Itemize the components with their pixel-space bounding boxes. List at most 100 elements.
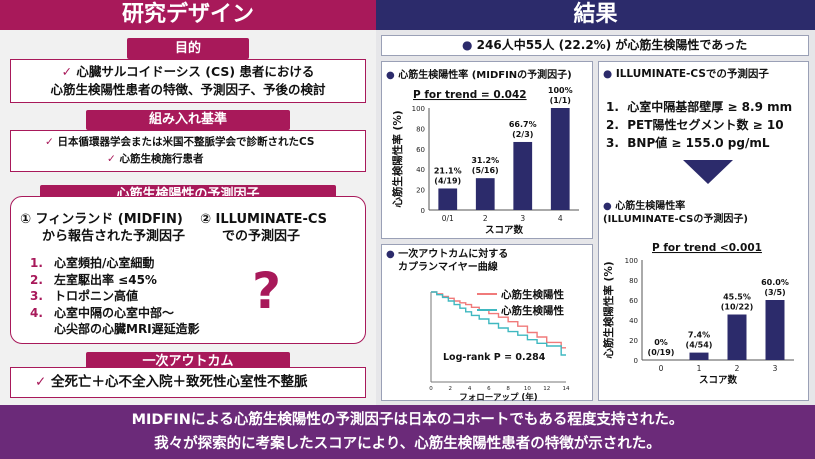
y-axis-label: 心筋生検陽性率 (%): [602, 261, 615, 358]
bar: [765, 300, 785, 360]
midfin-title: ① フィンランド (MIDFIN): [20, 212, 183, 227]
bar: [550, 108, 570, 210]
midfin-col-title: ① フィンランド (MIDFIN) から報告された予測因子: [20, 211, 185, 245]
x-tick-label: 3: [520, 214, 525, 223]
x-tick-label: 0: [429, 386, 433, 392]
data-label: 45.5%: [723, 293, 751, 302]
data-label: 0%: [654, 338, 668, 347]
predictor-num: 4.: [30, 305, 43, 320]
predictor-text: トロポニン高値: [54, 289, 139, 303]
predictor-item: 3. トロポニン高値: [30, 288, 200, 305]
list-num: 1.: [606, 100, 628, 114]
data-sublabel: (5/16): [472, 166, 499, 175]
km-title: ● 一次アウトカムに対する カプランマイヤー曲線: [386, 248, 508, 274]
illuminate-bar-chart: 0 20 40 60 80 100 0 0%(0/19) 1 7.4%(4/54) 2 45.5%(1…: [602, 242, 794, 386]
down-arrow-icon: [683, 160, 733, 184]
y-tick-label: 20: [629, 337, 638, 345]
inclusion-line1: 日本循環器学会または米国不整脈学会で診断されたCS: [57, 136, 315, 148]
midfin-chart-title-row: ● 心筋生検陽性率 (MIDFINの予測因子): [386, 66, 572, 81]
x-tick-label: 2: [449, 386, 453, 392]
illuminate-chart-title2: (ILLUMINATE-CSの予測因子): [603, 214, 748, 225]
predictor-num: 2.: [30, 272, 43, 287]
predictor-item: 2. 左室駆出率 ≤45%: [30, 272, 200, 289]
illuminate-item-2: PET陽性セグメント数 ≥ 10: [627, 118, 784, 132]
illuminate-title: ② ILLUMINATE-CS: [200, 212, 328, 227]
bar: [475, 178, 495, 210]
y-tick-label: 60: [416, 146, 425, 154]
x-tick-label: 2: [735, 364, 740, 373]
aim-label: 目的: [127, 38, 249, 59]
x-tick-label: 8: [506, 386, 510, 392]
km-title1: 一次アウトカムに対する: [398, 249, 509, 260]
y-tick-label: 0: [634, 357, 638, 365]
data-label: 60.0%: [761, 278, 789, 287]
km-title2: カプランマイヤー曲線: [398, 262, 498, 273]
x-axis-label: スコア数: [699, 374, 738, 386]
predictor-item: 1. 心室頻拍/心室細動: [30, 255, 200, 272]
aim-box: ✓ 心臓サルコイドーシス (CS) 患者における 心筋生検陽性患者の特徴、予測因…: [10, 59, 366, 103]
data-label: 21.1%: [434, 166, 462, 175]
x-tick-label: 4: [558, 214, 563, 223]
check-icon: ✓: [35, 374, 52, 390]
check-icon: ✓: [107, 153, 120, 165]
y-tick-label: 80: [629, 277, 638, 285]
data-label: 66.7%: [509, 120, 537, 129]
x-tick-label: 4: [468, 386, 472, 392]
bullet-icon: ●: [462, 38, 477, 52]
question-mark: ?: [252, 262, 282, 320]
illuminate-chart-title: ● 心筋生検陽性率 (ILLUMINATE-CSの予測因子): [603, 200, 748, 226]
x-tick-label: 6: [487, 386, 491, 392]
x-tick-label: 0/1: [442, 214, 454, 223]
x-axis-label: フォローアップ (年): [459, 392, 538, 401]
y-tick-label: 100: [625, 257, 638, 265]
list-num: 3.: [606, 136, 628, 150]
list-num: 2.: [606, 118, 628, 132]
illuminate-title-row: ● ILLUMINATE-CSでの予測因子: [603, 66, 769, 81]
data-sublabel: (0/19): [648, 348, 675, 357]
legend-label: 心筋生検陽性: [501, 288, 564, 301]
predictor-text: 心室頻拍/心室細動: [54, 256, 155, 270]
illuminate-title: ILLUMINATE-CSでの予測因子: [615, 68, 769, 80]
km-series-line: [431, 291, 566, 356]
y-tick-label: 100: [412, 105, 425, 113]
km-panel: [381, 244, 593, 401]
data-sublabel: (1/1): [550, 96, 571, 105]
data-sublabel: (3/5): [764, 288, 785, 297]
aim-line2: 心筋生検陽性患者の特徴、予測因子、予後の検討: [50, 82, 326, 97]
data-sublabel: (4/54): [686, 341, 713, 350]
summary-text: 246人中55人 (22.2%) が心筋生検陽性であった: [476, 38, 748, 52]
bar: [727, 314, 747, 360]
inclusion-box: ✓ 日本循環器学会または米国不整脈学会で診断されたCS ✓ 心筋生検施行患者: [10, 130, 366, 172]
bar: [513, 141, 533, 210]
midfin-chart-title: 心筋生検陽性率 (MIDFINの予測因子): [398, 70, 572, 81]
inclusion-label: 組み入れ基準: [86, 110, 290, 130]
inclusion-line2: 心筋生検施行患者: [119, 153, 204, 165]
study-design-header: 研究デザイン: [0, 0, 376, 30]
y-tick-label: 40: [416, 166, 425, 174]
midfin-bar-chart: 0 20 40 60 80 100 0/1 21.1%(4/19) 2 31.2%(5/16) 3 6…: [391, 86, 579, 236]
x-tick-label: 2: [483, 214, 488, 223]
outcome-text: 全死亡＋心不全入院＋致死性心室性不整脈: [51, 374, 308, 390]
y-tick-label: 60: [629, 297, 638, 305]
conclusion-banner: MIDFINによる心筋生検陽性の予測因子は日本のコホートでもある程度支持された。…: [0, 405, 815, 459]
predictor-num: 1.: [30, 256, 43, 270]
bullet-icon: ●: [386, 249, 399, 260]
check-icon: ✓: [61, 64, 77, 79]
y-tick-label: 20: [416, 187, 425, 195]
predictor-list: 1. 心室頻拍/心室細動 2. 左室駆出率 ≤45% 3. トロポニン高値 4. 心室中隔の心…: [30, 255, 200, 338]
x-tick-label: 14: [563, 386, 570, 392]
x-tick-label: 0: [659, 364, 664, 373]
results-header: 結果: [376, 0, 815, 30]
predictor-num: 3.: [30, 289, 43, 303]
illuminate-col-title: ② ILLUMINATE-CS での予測因子: [200, 211, 327, 245]
x-axis-label: スコア数: [485, 224, 524, 236]
data-sublabel: (4/19): [434, 176, 461, 185]
y-tick-label: 40: [629, 317, 638, 325]
bar: [438, 188, 458, 210]
predictor-text: 心尖部の心臓MRI遅延造影: [54, 322, 200, 336]
data-sublabel: (2/3): [512, 130, 533, 139]
conclusion-line1: MIDFINによる心筋生検陽性の予測因子は日本のコホートでもある程度支持された。: [131, 412, 684, 428]
p-trend-label: P for trend = 0.042: [413, 89, 527, 101]
x-tick-label: 3: [773, 364, 778, 373]
bar: [689, 352, 709, 360]
